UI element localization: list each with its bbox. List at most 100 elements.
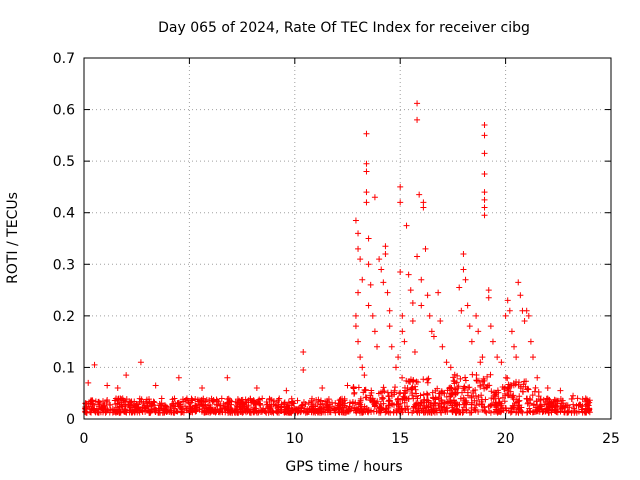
data-point bbox=[204, 407, 211, 414]
data-point bbox=[471, 404, 478, 411]
data-point bbox=[175, 374, 182, 381]
y-tick-label: 0.6 bbox=[53, 103, 75, 119]
data-point bbox=[367, 281, 374, 288]
data-point bbox=[378, 405, 385, 412]
data-point bbox=[533, 398, 540, 405]
data-point bbox=[92, 398, 99, 405]
data-point bbox=[344, 382, 351, 389]
data-point bbox=[504, 297, 511, 304]
data-point bbox=[544, 385, 551, 392]
data-point bbox=[475, 328, 482, 335]
data-point bbox=[525, 399, 532, 406]
data-point bbox=[511, 343, 518, 350]
data-point bbox=[117, 406, 124, 413]
data-point bbox=[392, 364, 399, 371]
data-point bbox=[169, 396, 176, 403]
data-point bbox=[513, 354, 520, 361]
data-point bbox=[532, 404, 539, 411]
data-point bbox=[379, 394, 386, 401]
data-point bbox=[481, 196, 488, 203]
data-point bbox=[353, 407, 360, 414]
data-point bbox=[365, 409, 372, 416]
data-points bbox=[82, 100, 593, 416]
data-point bbox=[457, 395, 464, 402]
data-point bbox=[391, 387, 398, 394]
data-point bbox=[365, 261, 372, 268]
data-point bbox=[315, 408, 322, 415]
data-point bbox=[221, 405, 228, 412]
data-point bbox=[272, 403, 279, 410]
data-point bbox=[91, 405, 98, 412]
data-point bbox=[554, 400, 561, 407]
data-point bbox=[414, 253, 421, 260]
data-point bbox=[544, 406, 551, 413]
data-point bbox=[452, 391, 459, 398]
data-point bbox=[450, 397, 457, 404]
data-point bbox=[126, 407, 133, 414]
data-point bbox=[456, 284, 463, 291]
data-point bbox=[460, 250, 467, 257]
data-point bbox=[507, 388, 514, 395]
data-point bbox=[417, 392, 424, 399]
data-point bbox=[489, 338, 496, 345]
data-point bbox=[460, 385, 467, 392]
data-point bbox=[300, 367, 307, 374]
data-point bbox=[146, 409, 153, 416]
x-tick-label: 0 bbox=[80, 431, 89, 447]
data-point bbox=[187, 399, 194, 406]
data-point bbox=[128, 398, 135, 405]
data-point bbox=[428, 328, 435, 335]
data-point bbox=[534, 374, 541, 381]
data-point bbox=[468, 394, 475, 401]
data-point bbox=[356, 400, 363, 407]
data-point bbox=[345, 406, 352, 413]
data-point bbox=[452, 401, 459, 408]
data-point bbox=[581, 409, 588, 416]
data-point bbox=[475, 408, 482, 415]
data-point bbox=[542, 398, 549, 405]
data-point bbox=[151, 399, 158, 406]
data-point bbox=[300, 348, 307, 355]
data-point bbox=[158, 400, 165, 407]
data-point bbox=[571, 409, 578, 416]
data-point bbox=[147, 408, 154, 415]
data-point bbox=[466, 323, 473, 330]
data-point bbox=[199, 385, 206, 392]
data-point bbox=[100, 402, 107, 409]
data-point bbox=[526, 395, 533, 402]
data-point bbox=[460, 394, 467, 401]
data-point bbox=[407, 379, 414, 386]
data-point bbox=[516, 402, 523, 409]
data-point bbox=[276, 395, 283, 402]
data-point bbox=[435, 289, 442, 296]
data-point bbox=[420, 391, 427, 398]
data-point bbox=[477, 382, 484, 389]
data-point bbox=[481, 171, 488, 178]
data-point bbox=[373, 408, 380, 415]
data-point bbox=[481, 212, 488, 219]
data-point bbox=[532, 384, 539, 391]
data-point bbox=[426, 312, 433, 319]
data-point bbox=[388, 343, 395, 350]
data-point bbox=[445, 400, 452, 407]
data-point bbox=[235, 399, 242, 406]
data-point bbox=[270, 397, 277, 404]
data-point bbox=[259, 395, 266, 402]
data-point bbox=[352, 399, 359, 406]
x-tick-label: 20 bbox=[497, 431, 515, 447]
data-point bbox=[417, 402, 424, 409]
data-point bbox=[404, 403, 411, 410]
data-point bbox=[355, 289, 362, 296]
data-point bbox=[495, 389, 502, 396]
data-point bbox=[359, 364, 366, 371]
data-point bbox=[504, 375, 511, 382]
data-point bbox=[479, 400, 486, 407]
data-point bbox=[447, 364, 454, 371]
data-point bbox=[481, 132, 488, 139]
data-point bbox=[266, 401, 273, 408]
data-point bbox=[459, 389, 466, 396]
data-point bbox=[110, 406, 117, 413]
data-point bbox=[397, 199, 404, 206]
data-point bbox=[364, 408, 371, 415]
